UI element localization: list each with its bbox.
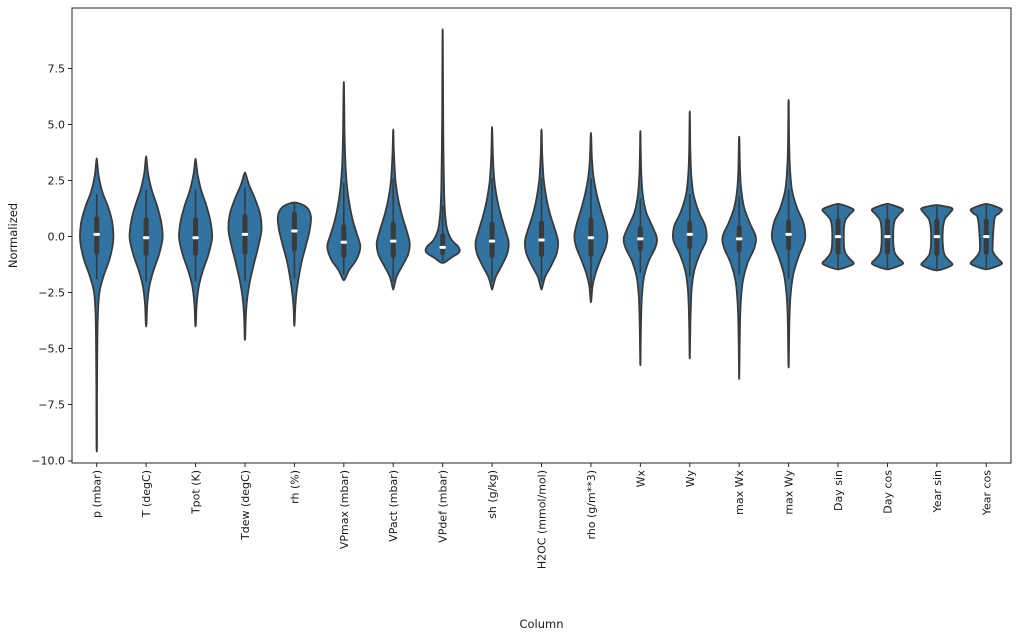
median-marker-wy	[686, 232, 693, 236]
x-tick-label-year-sin: Year sin	[931, 470, 944, 514]
plot-content	[79, 28, 1003, 453]
x-tick-label-day-sin: Day sin	[832, 470, 845, 511]
y-tick-label: 7.5	[48, 62, 66, 75]
x-tick-label-t-degc: T (degC)	[140, 470, 153, 518]
x-tick-label-vpmax-mbar: VPmax (mbar)	[338, 470, 351, 549]
x-tick-label-wy: Wy	[684, 470, 697, 488]
y-axis-label: Normalized	[6, 203, 20, 268]
x-tick-label-max-wy: max Wy	[783, 470, 796, 515]
y-tick-label: 0.0	[48, 230, 66, 243]
violin-vpmax-mbar	[326, 81, 362, 282]
x-tick-label-year-cos: Year cos	[980, 470, 993, 517]
median-marker-day-cos	[884, 235, 891, 239]
y-tick-label: −5.0	[38, 342, 65, 355]
median-marker-day-sin	[834, 235, 842, 239]
median-marker-tdew-degc	[241, 232, 249, 236]
median-marker-tpot-k	[192, 236, 199, 240]
median-marker-vpdef-mbar	[439, 245, 446, 249]
x-tick-label-sh-g-kg: sh (g/kg)	[486, 470, 499, 519]
y-tick-label: −7.5	[38, 399, 65, 412]
x-tick-label-wx: Wx	[634, 470, 647, 488]
y-axis: −10.0 −7.5 −5.0 −2.5 0.0 2.5 5.0 7.5	[31, 62, 72, 468]
x-tick-label-rho-g-m-3: rho (g/m**3)	[585, 470, 598, 540]
median-marker-vpmax-mbar	[340, 240, 348, 244]
median-marker-h2oc-mmol-mol	[538, 238, 545, 242]
median-marker-rh	[291, 229, 298, 233]
x-axis-label: Column	[519, 617, 563, 631]
x-tick-label-vpdef-mbar: VPdef (mbar)	[437, 470, 450, 543]
x-tick-label-tdew-degc: Tdew (degC)	[239, 470, 252, 541]
x-tick-label-day-cos: Day cos	[881, 470, 894, 514]
median-marker-max-wx	[735, 237, 743, 241]
x-tick-label-tpot-k: Tpot (K)	[190, 470, 203, 515]
violin-vpdef-mbar	[424, 28, 461, 264]
median-marker-year-sin	[933, 235, 941, 239]
median-marker-year-cos	[983, 235, 990, 239]
median-marker-wx	[637, 237, 644, 241]
x-tick-label-rh: rh (%)	[288, 470, 301, 504]
x-tick-label-max-wx: max Wx	[733, 470, 746, 515]
x-tick-label-h2oc-mmol-mol: H2OC (mmol/mol)	[536, 470, 549, 569]
y-tick-label: 2.5	[48, 174, 66, 187]
y-tick-label: −10.0	[31, 455, 65, 468]
x-tick-label-vpact-mbar: VPact (mbar)	[387, 470, 400, 542]
median-marker-max-wy	[785, 232, 792, 236]
y-tick-label: −2.5	[38, 286, 65, 299]
x-axis: p (mbar) T (degC) Tpot (K) Tdew (degC) rh (%…	[91, 463, 993, 569]
median-marker-rho-g-m-3	[587, 236, 595, 240]
violin-p-mbar	[79, 157, 115, 453]
x-tick-label-p-mbar: p (mbar)	[91, 470, 104, 518]
median-marker-vpact-mbar	[390, 239, 397, 243]
median-marker-sh-g-kg	[488, 239, 496, 243]
median-marker-t-degc	[142, 236, 150, 240]
y-tick-label: 5.0	[48, 118, 66, 131]
median-marker-p-mbar	[93, 232, 100, 236]
